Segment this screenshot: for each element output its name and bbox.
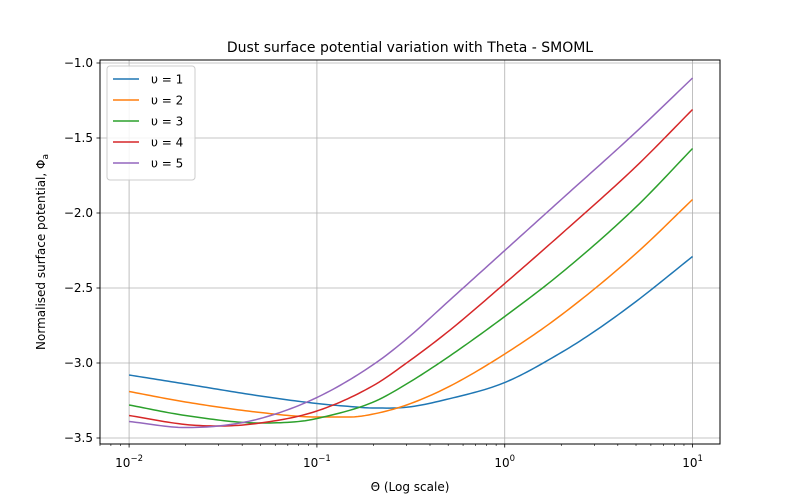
plot-area-frame: [99, 59, 721, 445]
y-tick-label: −3.5: [64, 431, 93, 445]
x-tick-label: 100: [494, 454, 515, 470]
y-tick-label: −2.0: [64, 206, 93, 220]
grid: [100, 60, 720, 444]
y-axis-label: Normalised surface potential, Φa: [34, 154, 51, 350]
y-tick-label: −2.5: [64, 281, 93, 295]
series-line: [128, 147, 694, 424]
y-tick-label: −1.5: [64, 131, 93, 145]
legend-box: [106, 65, 196, 181]
series-line: [128, 198, 694, 418]
x-tick-label: 10−2: [115, 454, 143, 470]
x-tick-label: 101: [682, 454, 703, 470]
legend-label: υ = 2: [151, 94, 183, 108]
legend-label: υ = 4: [151, 136, 183, 150]
y-tick-label: −1.0: [64, 56, 93, 70]
axis-ticks: 10−2 10−1 100 101 −3.5 −3.0 −2.5 −2.0 −1.5 −1.0: [64, 56, 703, 470]
y-tick-label: −3.0: [64, 356, 93, 370]
legend-label: υ = 3: [151, 115, 183, 129]
x-tick-label: 10−1: [303, 454, 331, 470]
legend-label: υ = 5: [151, 157, 183, 171]
y-axis-label-main: Normalised surface potential, Φ: [34, 160, 48, 350]
chart-title: Dust surface potential variation with Th…: [227, 40, 593, 56]
x-axis-label: Θ (Log scale): [371, 480, 450, 494]
y-axis-label-subscript: a: [41, 154, 51, 160]
series-lines: [128, 77, 694, 429]
legend: υ = 1 υ = 2 υ = 3 υ = 4 υ = 5: [106, 65, 196, 181]
series-line: [128, 255, 694, 409]
series-line: [129, 77, 694, 429]
legend-label: υ = 1: [151, 73, 183, 87]
